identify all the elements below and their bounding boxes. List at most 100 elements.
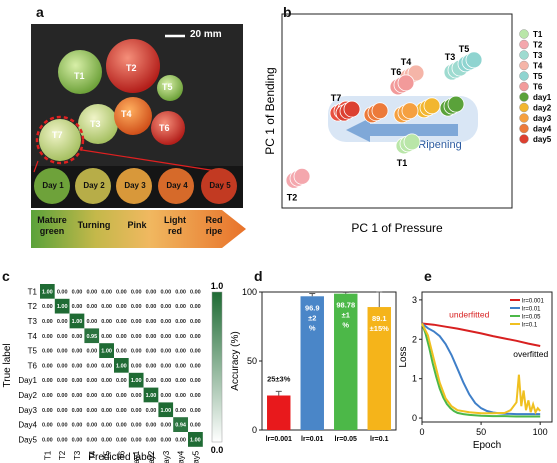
x-axis-label: Predicted label [88,452,154,463]
stage-label-mature-green: Mature green [37,215,67,236]
value-label-3-1: ±15% [370,324,389,333]
x-tick-label-1: lr=0.01 [301,436,323,443]
cell-4-7 [143,343,159,358]
cell-value-4-9: 0.00 [175,349,186,355]
value-label-2-0: 98.78 [336,301,355,310]
cell-2-1 [54,313,70,329]
cell-value-7-8: 0.00 [160,393,171,399]
cell-value-3-4: 0.00 [101,334,112,340]
tomato-label-t1: T1 [74,71,85,81]
cell-value-3-10: 0.00 [190,334,201,340]
cell-value-8-8: 1.00 [160,408,171,414]
annotation-overfitted: overfitted [513,349,548,359]
cell-value-5-2: 0.00 [72,363,83,369]
cell-7-2 [69,387,85,403]
cell-8-8 [158,402,174,418]
tomato-label-t7: T7 [52,130,63,140]
legend-label-day5: day5 [533,135,552,144]
cell-9-7 [143,417,159,432]
col-label-2: T3 [73,450,82,460]
cell-value-4-2: 0.00 [72,349,83,355]
cell-9-9 [173,417,188,432]
cell-value-9-10: 0.00 [190,423,201,429]
plot-frame [281,13,513,209]
point-label-t5: T5 [459,44,470,54]
y-axis-label: True label [2,343,13,387]
cell-3-10 [188,328,203,344]
cell-value-2-1: 0.00 [57,319,68,325]
cell-value-7-1: 0.00 [57,393,68,399]
cell-10-1 [54,432,70,447]
cell-5-9 [173,358,188,373]
cell-3-6 [128,328,144,344]
series-line-0 [421,322,541,347]
cell-value-9-8: 0.00 [160,423,171,429]
cell-value-0-3: 0.00 [86,289,97,295]
cell-7-5 [114,387,129,403]
cell-value-6-9: 0.00 [175,378,186,384]
cell-value-7-9: 0.00 [175,393,186,399]
cell-value-0-10: 0.00 [190,289,201,295]
cell-value-4-8: 0.00 [160,349,171,355]
cell-value-1-2: 0.00 [72,304,83,310]
cell-10-7 [143,432,159,447]
cell-1-2 [69,298,85,314]
col-label-9: Day4 [177,450,186,463]
bar-0 [267,395,291,430]
cell-value-6-10: 0.00 [190,378,201,384]
y-tick-label-3: 3 [412,295,417,305]
cell-value-9-5: 0.00 [116,423,127,429]
cell-8-9 [173,402,188,418]
cell-value-2-10: 0.00 [190,319,201,325]
cell-7-6 [128,387,144,403]
series-line-3 [421,323,541,415]
colorbar [211,291,223,443]
cell-2-7 [143,313,159,329]
day-label-5: Day 5 [209,181,231,190]
cell-10-3 [84,432,100,447]
cell-9-8 [158,417,174,432]
cell-9-2 [69,417,85,432]
point-t5-2 [465,51,483,69]
cell-10-0 [40,432,55,447]
cell-2-10 [188,313,203,329]
cell-value-8-5: 0.00 [116,408,127,414]
value-label-3-0: 89.1 [372,314,387,323]
cell-3-1 [54,328,70,344]
x-axis-label: PC 1 of Pressure [351,221,443,235]
cell-0-9 [173,284,188,299]
cell-value-8-4: 0.00 [101,408,112,414]
stage-label-pink: Pink [127,220,147,230]
legend-marker-t3 [519,50,529,60]
cell-10-6 [128,432,144,447]
cell-2-9 [173,313,188,329]
cell-value-8-2: 0.00 [72,408,83,414]
value-label-1-1: ±2 [308,313,316,322]
cell-2-2 [69,313,85,329]
cell-10-8 [158,432,174,447]
cell-0-8 [158,284,174,299]
cell-value-6-1: 0.00 [57,378,68,384]
cell-8-1 [54,402,70,418]
cell-value-3-1: 0.00 [57,334,68,340]
cell-6-3 [84,372,100,388]
cell-8-4 [99,402,114,418]
panel-d-label: d [254,268,263,284]
cell-value-2-3: 0.00 [86,319,97,325]
col-label-3: T4 [88,450,97,460]
cell-2-0 [40,313,55,329]
cell-7-3 [84,387,100,403]
row-label-6: Day1 [18,376,37,385]
cell-value-8-0: 0.00 [42,408,53,414]
value-label-2-1: ±1 [342,311,350,320]
plot-frame [421,291,553,423]
y-tick-label-2: 2 [412,334,417,344]
cell-value-5-10: 0.00 [190,363,201,369]
cell-value-10-0: 0.00 [42,437,53,443]
x-tick-label-2: lr=0.05 [335,436,357,443]
stage-label-light-red: Light red [164,215,186,236]
point-label-t3: T3 [445,52,456,62]
cell-value-9-9: 0.94 [175,423,187,429]
cell-value-1-1: 1.00 [57,304,68,310]
cell-1-4 [99,298,114,314]
